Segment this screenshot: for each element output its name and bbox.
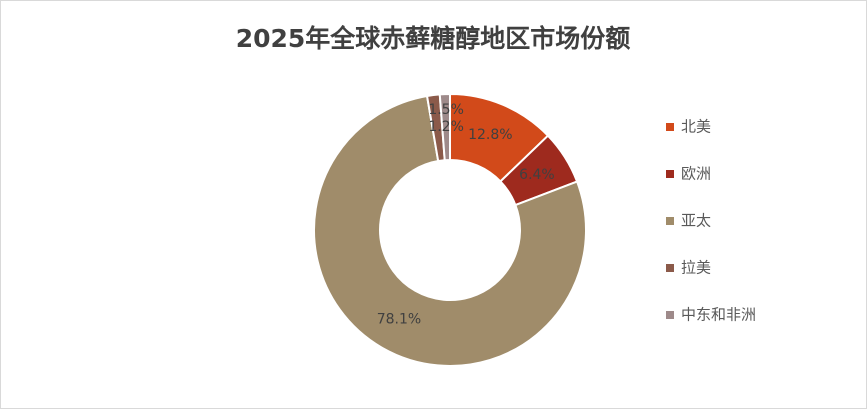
chart-title: 2025年全球赤藓糖醇地区市场份额 xyxy=(236,24,631,53)
data-label: 12.8% xyxy=(468,127,512,143)
data-label: 1.5% xyxy=(428,102,464,118)
legend-label: 欧洲 xyxy=(681,165,711,183)
legend-swatch xyxy=(666,123,674,131)
donut-slice xyxy=(313,94,587,367)
data-label: 6.4% xyxy=(519,167,555,183)
legend-swatch xyxy=(666,217,674,225)
legend-swatch xyxy=(666,264,674,272)
donut-slice xyxy=(438,92,451,162)
legend-label: 拉美 xyxy=(681,259,711,277)
legend-swatch xyxy=(666,170,674,178)
legend-swatch xyxy=(666,311,674,319)
legend-label: 北美 xyxy=(681,118,711,136)
data-label: 1.2% xyxy=(428,119,464,135)
legend-label: 中东和非洲 xyxy=(681,306,756,324)
legend-label: 亚太 xyxy=(681,212,711,230)
data-label: 78.1% xyxy=(377,311,421,327)
